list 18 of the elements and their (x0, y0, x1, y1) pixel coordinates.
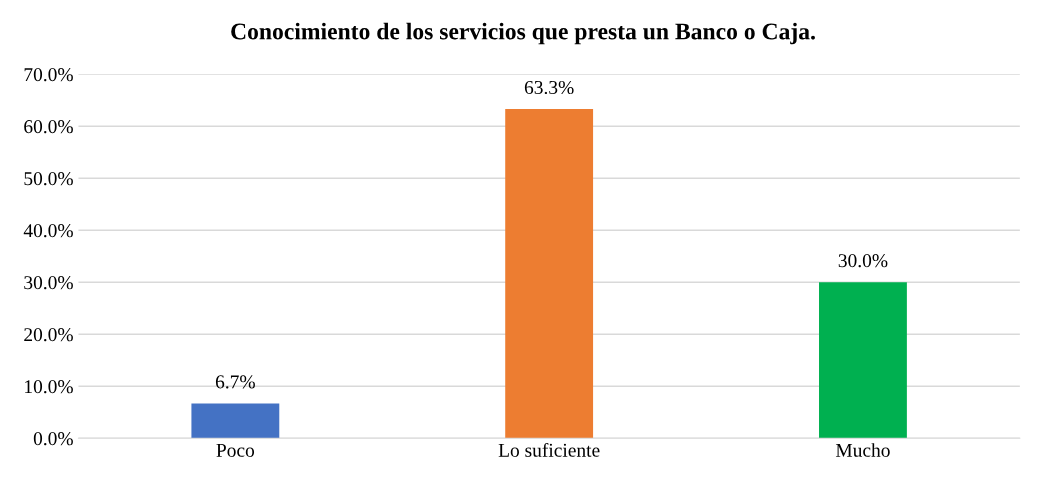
data-label: 63.3% (524, 80, 574, 95)
data-label: 30.0% (838, 254, 888, 268)
y-tick-label: 40.0% (23, 224, 73, 238)
chart-title: Conocimiento de los servicios que presta un Banco o Caja. (231, 22, 815, 45)
y-tick-label: 70.0% (24, 68, 73, 82)
x-tick-label: Lo suficiente (498, 442, 600, 457)
bar (819, 282, 907, 439)
x-tick-label: Mucho (835, 443, 890, 457)
y-tick-label: 10.0% (25, 380, 73, 394)
data-label: 6.7% (215, 375, 255, 389)
y-tick-label: 60.0% (24, 120, 73, 134)
y-tick-label: 0.0% (33, 432, 73, 446)
x-tick-label: Poco (216, 443, 255, 457)
bar (191, 403, 280, 439)
y-tick-label: 20.0% (24, 328, 73, 342)
bar (505, 109, 594, 439)
y-tick-label: 30.0% (24, 276, 73, 290)
y-tick-label: 50.0% (24, 172, 73, 186)
